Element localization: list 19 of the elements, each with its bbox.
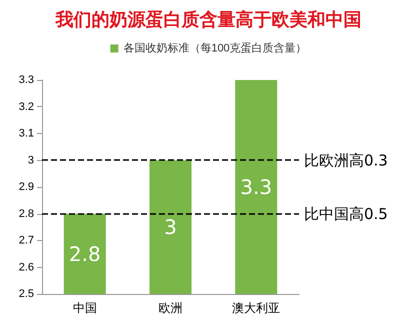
y-tick-label: 2.7 (18, 234, 34, 246)
y-tick-label: 3.1 (18, 128, 34, 140)
x-tick-label: 中国 (72, 301, 97, 315)
y-tick-label: 3 (28, 154, 34, 166)
y-tick-label: 2.6 (18, 261, 34, 274)
data-label: 3.3 (240, 175, 272, 199)
y-tick-label: 3.3 (18, 74, 34, 86)
y-tick-label: 2.8 (18, 208, 34, 220)
y-tick-label: 2.5 (18, 288, 34, 300)
x-tick-label: 欧洲 (158, 301, 182, 315)
ref-line-label: 比中国高0.5 (304, 204, 388, 223)
x-tick-label: 澳大利亚 (232, 301, 280, 315)
ref-line-label: 比欧洲高0.3 (304, 151, 388, 170)
legend-label: 各国收奶标准（每100克蛋白质含量） (123, 42, 307, 54)
y-tick-label: 2.9 (18, 181, 34, 193)
data-label: 3 (164, 215, 177, 240)
y-tick-label: 3.2 (18, 100, 34, 113)
data-label: 2.8 (68, 242, 101, 266)
chart-title: 我们的奶源蛋白质含量高于欧美和中国 (54, 10, 362, 30)
